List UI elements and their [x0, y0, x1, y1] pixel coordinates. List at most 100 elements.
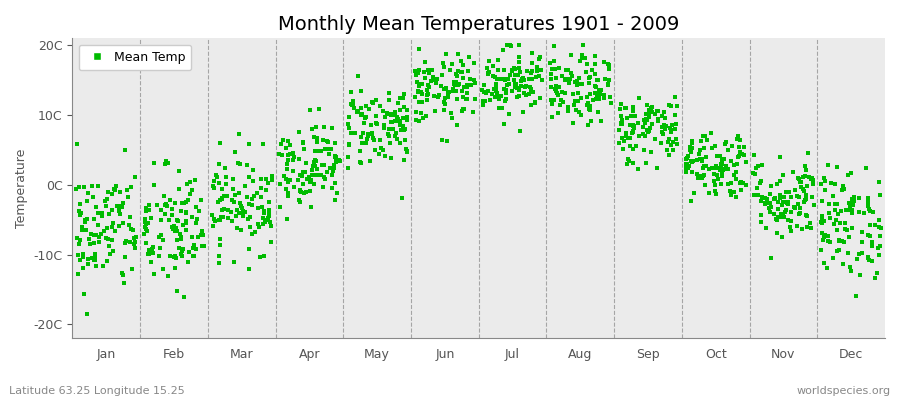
Point — [235, 205, 249, 212]
Point — [172, 186, 186, 192]
Point — [601, 62, 616, 68]
Point — [300, 160, 314, 166]
Point — [118, 240, 132, 246]
Point — [275, 152, 290, 158]
Point — [791, 201, 806, 208]
Point — [418, 113, 433, 119]
Point — [496, 86, 510, 92]
Point — [668, 112, 682, 119]
Point — [273, 180, 287, 187]
Point — [750, 165, 764, 172]
Point — [115, 199, 130, 206]
Point — [814, 215, 829, 221]
Point — [280, 166, 294, 172]
Point — [857, 210, 871, 217]
Point — [281, 179, 295, 185]
Point — [664, 129, 679, 136]
Point — [683, 144, 698, 150]
Point — [172, 168, 186, 174]
Point — [687, 190, 701, 196]
Point — [351, 73, 365, 79]
Point — [702, 166, 716, 172]
Point — [715, 172, 729, 179]
Point — [692, 147, 706, 153]
Point — [562, 80, 576, 86]
Point — [531, 56, 545, 62]
Point — [342, 125, 356, 132]
Point — [410, 70, 425, 76]
Point — [306, 163, 320, 169]
Point — [137, 230, 151, 237]
Point — [616, 116, 630, 123]
Point — [252, 224, 266, 230]
Point — [557, 77, 572, 84]
Point — [332, 157, 347, 164]
Point — [328, 140, 342, 146]
Point — [287, 184, 302, 190]
Point — [344, 101, 358, 108]
Point — [287, 154, 302, 160]
Point — [774, 211, 788, 218]
Point — [314, 172, 328, 178]
Point — [76, 251, 90, 258]
Point — [784, 209, 798, 215]
Point — [830, 247, 844, 254]
Point — [392, 119, 407, 125]
Point — [700, 136, 715, 143]
Point — [590, 95, 604, 102]
Point — [397, 127, 411, 133]
Point — [476, 98, 491, 104]
Point — [354, 105, 368, 112]
Point — [292, 129, 307, 136]
Point — [310, 148, 325, 154]
Point — [140, 205, 154, 212]
Point — [325, 172, 339, 178]
Point — [188, 220, 202, 226]
Point — [714, 163, 728, 170]
Point — [564, 70, 579, 76]
Point — [316, 183, 330, 190]
Point — [644, 149, 658, 155]
Point — [751, 192, 765, 198]
Point — [450, 73, 464, 79]
Point — [638, 120, 652, 126]
Point — [369, 120, 383, 126]
Point — [603, 100, 617, 106]
Point — [685, 145, 699, 152]
Point — [626, 123, 641, 130]
Point — [642, 114, 656, 120]
Point — [852, 250, 867, 257]
Point — [862, 206, 877, 212]
Point — [73, 257, 87, 263]
Point — [163, 197, 177, 203]
Point — [868, 222, 882, 229]
Point — [168, 200, 183, 207]
Point — [114, 204, 129, 210]
Point — [327, 164, 341, 170]
Point — [170, 217, 184, 224]
Point — [112, 222, 127, 229]
Point — [814, 230, 829, 236]
Point — [524, 102, 538, 108]
Point — [415, 80, 429, 87]
Point — [224, 209, 238, 216]
Point — [558, 67, 572, 73]
Point — [431, 92, 446, 98]
Point — [357, 115, 372, 122]
Point — [340, 165, 355, 171]
Point — [508, 81, 522, 88]
Point — [373, 137, 387, 143]
Point — [184, 214, 199, 220]
Point — [278, 186, 293, 193]
Point — [83, 241, 97, 248]
Point — [209, 172, 223, 178]
Point — [828, 207, 842, 214]
Point — [422, 84, 436, 90]
Point — [300, 176, 314, 182]
Point — [315, 162, 329, 168]
Point — [445, 61, 459, 68]
Point — [555, 99, 570, 105]
Point — [180, 181, 194, 187]
Point — [395, 195, 410, 202]
Point — [781, 201, 796, 208]
